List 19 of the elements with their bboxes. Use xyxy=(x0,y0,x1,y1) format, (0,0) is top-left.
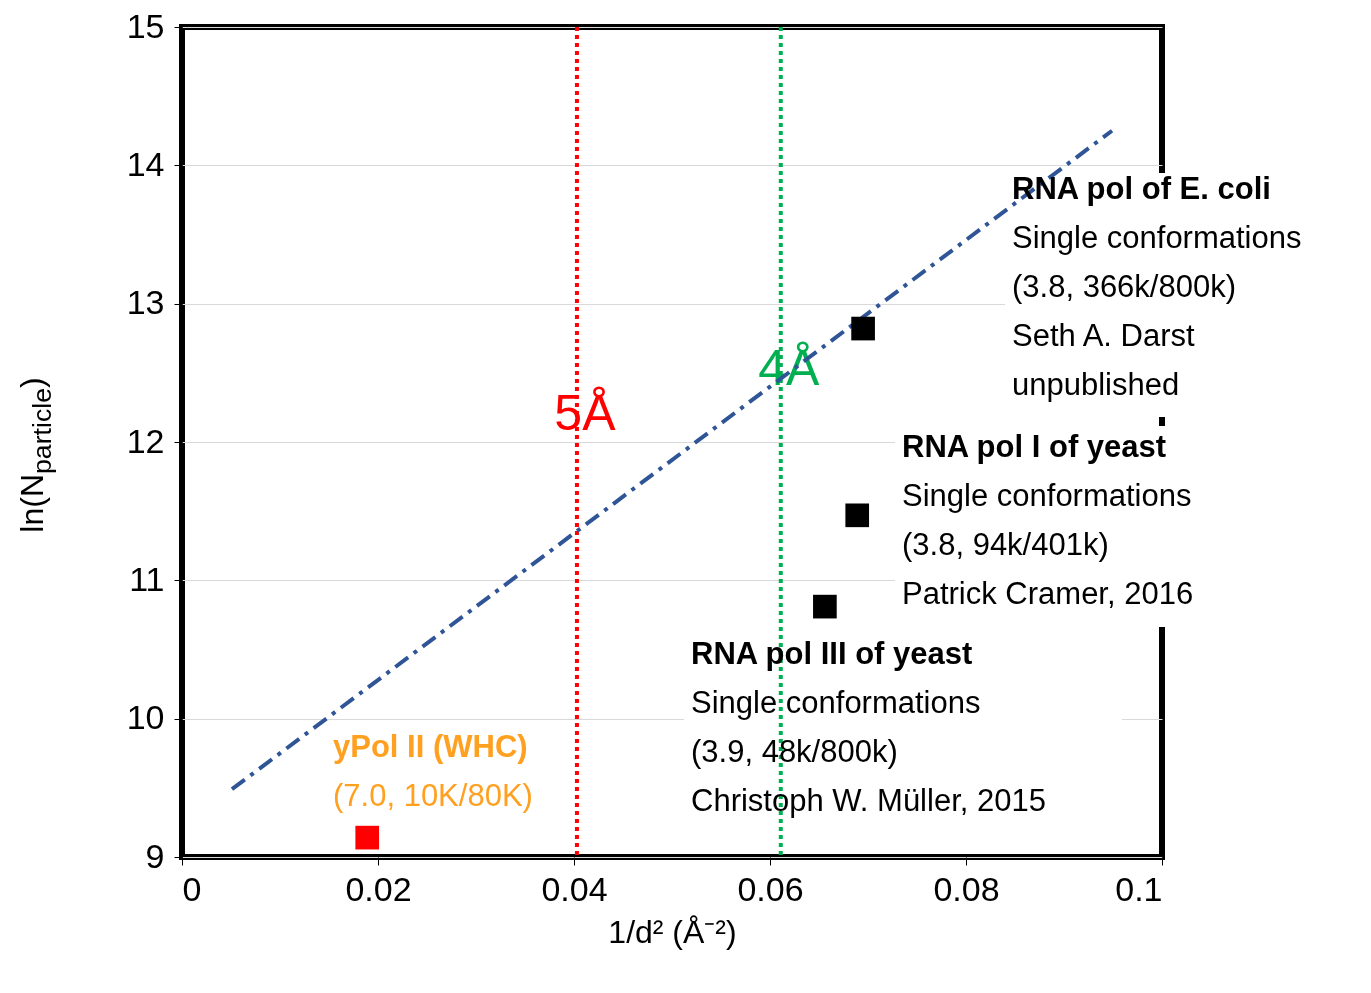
ref-line-label: 5Å xyxy=(554,385,617,441)
x-tick-label: 0.06 xyxy=(737,869,804,908)
annotation: RNA pol I of yeast Single conformations (3.8, 94k/401k) Patrick Cramer, 2016 xyxy=(902,429,1194,611)
annotation: RNA pol of E. coli Single conformations (3.8, 366k/800k) Seth A. Darst unpublished xyxy=(1012,171,1302,402)
y-tick-label: 12 xyxy=(126,421,165,460)
y-tick-label: 13 xyxy=(126,283,165,322)
x-tick-label: 0 xyxy=(182,869,202,908)
y-tick-label: 10 xyxy=(126,698,165,737)
x-axis-title: 1/d² (Å⁻²) xyxy=(608,913,737,950)
y-tick-label: 15 xyxy=(126,6,165,45)
x-tick-label: 0.04 xyxy=(541,869,608,908)
y-tick-label: 9 xyxy=(145,836,165,875)
annotation: yPol II (WHC) (7.0, 10K/80K) xyxy=(333,729,533,813)
y-tick-label: 14 xyxy=(126,144,165,183)
annotation: RNA pol III of yeast Single conformations (3.9, 48k/800k) Christoph W. Müller, 2015 xyxy=(691,636,1046,818)
y-tick-label: 11 xyxy=(129,559,165,598)
x-tick-label: 0.08 xyxy=(933,869,1000,908)
x-tick-label: 0.02 xyxy=(345,869,412,908)
x-tick-label: 0.1 xyxy=(1115,869,1163,908)
